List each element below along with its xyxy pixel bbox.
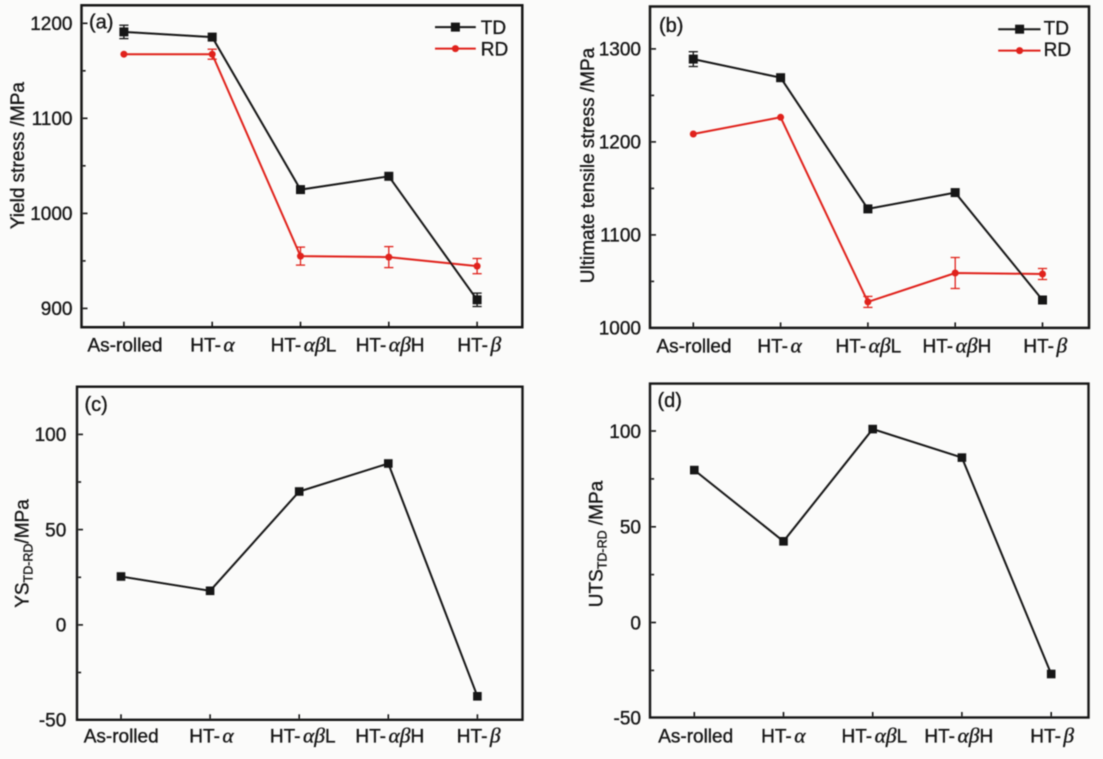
svg-text:HT-α: HT-α bbox=[190, 333, 235, 357]
svg-text:HT-α: HT-α bbox=[761, 723, 806, 747]
svg-text:As-rolled: As-rolled bbox=[88, 336, 163, 357]
svg-text:As-rolled: As-rolled bbox=[84, 726, 159, 747]
svg-text:HT-β: HT-β bbox=[1023, 333, 1067, 357]
svg-text:As-rolled: As-rolled bbox=[657, 336, 732, 357]
svg-text:HT-β: HT-β bbox=[1030, 723, 1074, 747]
svg-text:RD: RD bbox=[1044, 40, 1071, 61]
svg-text:-50: -50 bbox=[39, 711, 66, 732]
svg-text:-50: -50 bbox=[614, 708, 641, 729]
svg-text:1000: 1000 bbox=[599, 319, 641, 340]
svg-text:UTSTD-RD /MPa: UTSTD-RD /MPa bbox=[587, 480, 610, 607]
svg-text:TD: TD bbox=[1044, 19, 1069, 40]
svg-text:HT-αβH: HT-αβH bbox=[355, 723, 424, 747]
svg-text:1100: 1100 bbox=[32, 109, 73, 130]
svg-text:HT-β: HT-β bbox=[457, 723, 501, 747]
svg-text:TD: TD bbox=[481, 18, 506, 39]
svg-text:(c): (c) bbox=[85, 394, 108, 416]
svg-text:HT-αβH: HT-αβH bbox=[923, 333, 992, 357]
svg-text:0: 0 bbox=[56, 616, 67, 637]
svg-text:1100: 1100 bbox=[600, 226, 641, 247]
svg-text:Yield stress /MPa: Yield stress /MPa bbox=[8, 82, 29, 230]
svg-text:HT-αβL: HT-αβL bbox=[271, 333, 337, 357]
svg-text:1000: 1000 bbox=[30, 204, 72, 225]
svg-text:(b): (b) bbox=[659, 15, 683, 37]
svg-text:HT-α: HT-α bbox=[757, 333, 802, 357]
svg-text:As-rolled: As-rolled bbox=[658, 726, 733, 747]
svg-text:1200: 1200 bbox=[599, 133, 641, 154]
svg-text:(d): (d) bbox=[658, 390, 682, 412]
svg-text:HT-αβL: HT-αβL bbox=[842, 723, 908, 747]
svg-text:HT-αβL: HT-αβL bbox=[270, 723, 336, 747]
svg-text:HT-αβL: HT-αβL bbox=[836, 333, 902, 357]
svg-text:(a): (a) bbox=[89, 11, 113, 33]
svg-text:Ultimate tensile stress /MPa: Ultimate tensile stress /MPa bbox=[578, 47, 599, 283]
svg-text:100: 100 bbox=[35, 425, 67, 446]
svg-text:900: 900 bbox=[41, 299, 73, 320]
svg-text:100: 100 bbox=[609, 422, 641, 443]
svg-text:50: 50 bbox=[45, 520, 66, 541]
svg-text:HT-αβH: HT-αβH bbox=[924, 723, 993, 747]
svg-text:50: 50 bbox=[620, 518, 641, 539]
svg-text:1300: 1300 bbox=[599, 40, 641, 61]
svg-text:1200: 1200 bbox=[30, 14, 72, 35]
svg-text:HT-αβH: HT-αβH bbox=[356, 333, 425, 357]
svg-text:HT-α: HT-α bbox=[189, 723, 234, 747]
svg-text:0: 0 bbox=[630, 613, 641, 634]
svg-text:RD: RD bbox=[481, 39, 508, 60]
svg-text:HT-β: HT-β bbox=[457, 333, 501, 357]
